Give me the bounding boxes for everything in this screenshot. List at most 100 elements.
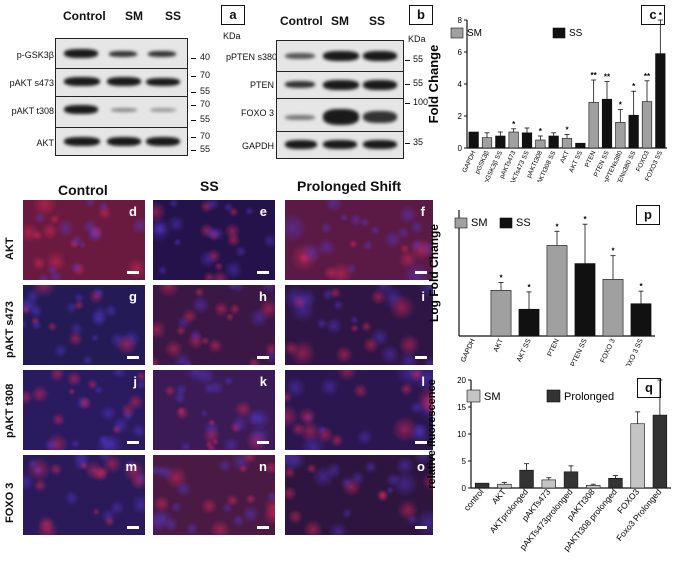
micrograph-letter: j (133, 374, 137, 389)
blot-a-marker: 70 (200, 99, 211, 109)
bar (535, 139, 546, 149)
blot-b-strip-ppten (276, 40, 404, 72)
legend-label: SM (471, 217, 488, 229)
x-tick-label: AKT (559, 150, 571, 164)
legend-swatch (454, 217, 468, 229)
significance-mark: * (611, 247, 615, 256)
scale-bar (415, 271, 427, 274)
scale-bar (257, 356, 269, 359)
x-tick-label: AKT (490, 487, 508, 506)
blot-a-row-name: p-GSK3β (16, 50, 54, 60)
blot-b-strip-pten (276, 71, 404, 99)
bar (630, 423, 645, 489)
blot-b-col-ss: SS (369, 14, 386, 28)
blot-a-row-name: pAKT s473 (9, 78, 54, 88)
scale-bar (257, 271, 269, 274)
micro-col-prolonged: Prolonged Shift (297, 178, 402, 194)
scale-bar (127, 441, 139, 444)
bar (521, 132, 533, 149)
blot-a-strip-pakt-s473 (55, 68, 188, 97)
micrograph-h: h (152, 284, 276, 366)
significance-mark: * (632, 82, 636, 91)
blot-a-strip-akt (55, 127, 188, 156)
blot-a-marker: 55 (200, 86, 211, 96)
y-tick-label: 0 (458, 144, 463, 153)
micrograph-letter: f (420, 204, 425, 219)
blot-b-row-name: pPTEN s380 (226, 52, 278, 62)
blot-a-strip-pgsk3b (55, 38, 188, 69)
blot-b-row-name: FOXO 3 (240, 108, 274, 118)
blot-a-marker: 40 (200, 52, 211, 62)
x-tick-label: AKT SS (516, 338, 533, 364)
y-tick-label: 20 (457, 376, 466, 385)
blot-b-col-sm: SM (331, 14, 349, 28)
panel-letter-a: a (221, 5, 245, 25)
blot-a-marker: 55 (200, 144, 211, 154)
bar (602, 279, 624, 337)
bar (490, 290, 512, 337)
bar (495, 135, 506, 149)
micrograph-e: e (152, 199, 276, 281)
panel-letter-p: p (636, 205, 660, 225)
bar (575, 142, 586, 149)
legend-swatch (466, 389, 481, 403)
blot-a-col-sm: SM (125, 9, 143, 23)
micrograph-letter: m (125, 459, 137, 474)
micrograph-letter: i (421, 289, 425, 304)
micro-row-foxo3: FOXO 3 (4, 482, 16, 523)
bar (518, 308, 540, 337)
panel-letter-q: q (637, 378, 661, 398)
blot-b-marker: 35 (413, 137, 424, 147)
y-axis-label: Fold Change (426, 45, 441, 124)
bar (481, 137, 493, 149)
bar (630, 303, 652, 337)
y-tick-label: 4 (458, 80, 463, 89)
bar (508, 131, 519, 149)
bar (574, 263, 596, 337)
blot-a-strip-pakt-t308 (55, 96, 188, 128)
micrograph-letter: n (259, 459, 267, 474)
legend-swatch (450, 27, 464, 39)
bar (652, 414, 668, 489)
bar (655, 53, 666, 149)
legend-label: SS (516, 217, 531, 229)
significance-mark: ** (604, 73, 611, 82)
bar (641, 101, 653, 149)
micrograph-l: l (284, 369, 434, 451)
micrograph-f: f (284, 199, 434, 281)
blot-b-strip-gapdh (276, 131, 404, 159)
micrograph-j: j (22, 369, 146, 451)
y-tick-label: 8 (458, 16, 463, 25)
significance-mark: ** (644, 72, 651, 81)
significance-mark: * (555, 222, 559, 231)
scale-bar (415, 356, 427, 359)
micrograph-letter: k (259, 374, 267, 389)
micro-row-pakt-t308: pAKT t308 (4, 383, 16, 438)
blot-a-row-name: AKT (36, 138, 54, 148)
blot-b-marker: 55 (413, 78, 424, 88)
blot-a-col-control: Control (63, 9, 106, 23)
significance-mark: * (512, 120, 516, 129)
legend-label: SM (467, 28, 482, 39)
blot-b-row-name: GAPDH (241, 141, 274, 151)
x-tick-label: PTEN (584, 150, 598, 169)
bar (468, 131, 479, 149)
y-tick-label: 5 (462, 457, 467, 466)
micrograph-o: o (284, 454, 434, 536)
x-tick-label: PTEN (547, 338, 561, 358)
blot-a-marker: 55 (200, 114, 211, 124)
significance-mark: ** (591, 71, 598, 80)
legend-swatch (546, 389, 561, 403)
blot-b-kda-label: KDa (408, 34, 426, 44)
x-tick-label: FOXO 3 SS (623, 338, 645, 366)
significance-mark: * (565, 125, 569, 134)
bar (563, 471, 579, 489)
bar (628, 114, 639, 149)
significance-mark: * (539, 127, 543, 136)
bar (561, 138, 573, 149)
bar (601, 98, 613, 149)
y-axis-label: relative fluorescence (426, 379, 438, 488)
significance-mark: * (527, 283, 531, 292)
y-tick-label: 2 (458, 112, 463, 121)
